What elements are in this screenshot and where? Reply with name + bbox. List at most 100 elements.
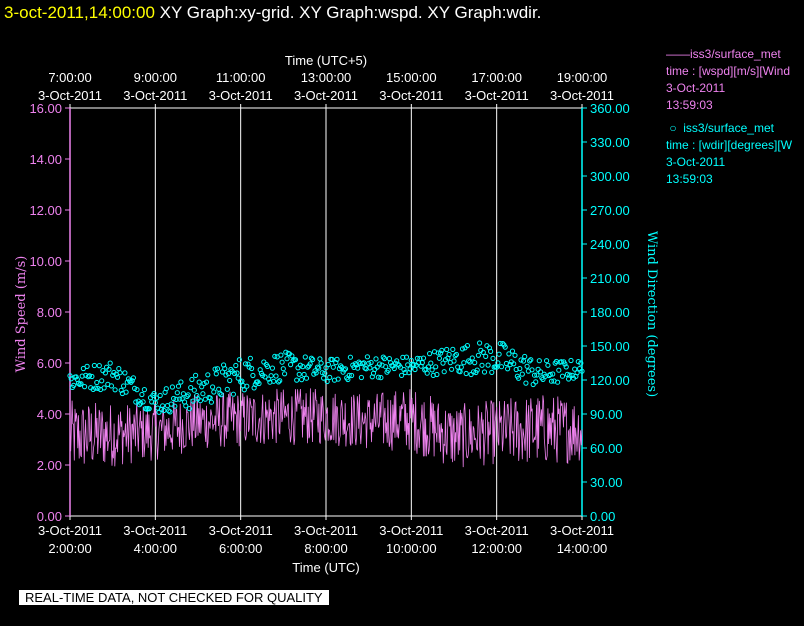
wind-direction-point [191, 387, 197, 393]
wind-direction-point [189, 376, 195, 383]
wind-direction-point [279, 359, 285, 365]
wind-direction-point [466, 358, 472, 364]
wind-direction-point [303, 375, 310, 381]
wind-direction-point [325, 361, 331, 368]
top-axis-title: Time (UTC+5) [285, 53, 367, 68]
wind-direction-point [519, 371, 525, 377]
wind-direction-point [284, 356, 290, 362]
wind-direction-point [477, 340, 483, 346]
wind-direction-point [84, 363, 90, 369]
wind-direction-point [175, 383, 182, 389]
top-tick-date-label: 3-Oct-2011 [123, 88, 187, 103]
wind-direction-point [527, 358, 533, 364]
wind-direction-point [366, 360, 372, 366]
wind-direction-point [101, 385, 107, 391]
wind-direction-point [373, 356, 379, 362]
wind-direction-point [249, 365, 255, 372]
top-tick-time-label: 9:00:00 [134, 70, 177, 85]
wind-direction-point [428, 360, 434, 366]
wind-direction-point [121, 383, 127, 389]
top-tick-date-label: 3-Oct-2011 [465, 88, 529, 103]
wind-direction-point [80, 365, 87, 372]
wind-direction-point [129, 378, 135, 384]
wind-direction-point [427, 351, 433, 357]
wind-direction-point [441, 369, 447, 375]
wind-direction-point [399, 372, 405, 378]
wind-direction-point [236, 357, 242, 363]
wind-direction-point [488, 348, 494, 354]
wind-direction-point [568, 357, 574, 364]
wind-direction-point [99, 378, 105, 384]
wind-direction-point [463, 370, 469, 377]
wind-direction-point [160, 403, 166, 409]
wind-direction-point [577, 366, 583, 372]
wind-direction-point [186, 406, 193, 412]
bottom-tick-date-label: 3-Oct-2011 [465, 523, 529, 538]
wind-direction-point [174, 390, 180, 396]
wind-direction-point [78, 381, 84, 387]
wind-direction-point [535, 366, 541, 372]
wind-direction-point [139, 391, 145, 398]
left-tick-label: 8.00 [37, 305, 62, 320]
right-tick-label: 300.00 [590, 169, 630, 184]
wind-direction-point [179, 396, 185, 402]
wind-direction-point [280, 366, 286, 372]
wind-direction-point [435, 350, 441, 356]
left-tick-label: 10.00 [29, 254, 62, 269]
wind-direction-point [562, 361, 568, 367]
wind-direction-point [190, 398, 196, 404]
bottom-tick-time-label: 14:00:00 [557, 541, 608, 556]
wind-direction-point [381, 356, 388, 362]
top-tick-date-label: 3-Oct-2011 [38, 88, 102, 103]
bottom-tick-time-label: 10:00:00 [386, 541, 437, 556]
wind-direction-point [563, 364, 569, 370]
wind-direction-point [234, 370, 240, 376]
wind-direction-point [86, 373, 93, 379]
wind-direction-point [540, 376, 546, 382]
wind-direction-point [108, 383, 115, 389]
wind-direction-point [106, 366, 112, 372]
wind-direction-point [321, 375, 327, 381]
wind-direction-point [318, 360, 324, 366]
header-graph-titles: XY Graph:xy-grid. XY Graph:wspd. XY Grap… [159, 3, 542, 22]
legend-wind-speed: ——iss3/surface_met time : [wspd][m/s][Wi… [666, 46, 804, 114]
wind-direction-point [130, 375, 136, 381]
legend-wind-direction: ○ iss3/surface_met time : [wdir][degrees… [666, 120, 804, 188]
wind-direction-point [213, 371, 219, 377]
wind-direction-point [219, 369, 225, 375]
wind-direction-point [225, 371, 232, 377]
wind-direction-point [146, 406, 152, 412]
wind-direction-point [449, 366, 455, 372]
bottom-axis-title: Time (UTC) [292, 560, 359, 575]
wind-direction-point [419, 360, 425, 366]
wind-direction-point [294, 377, 300, 383]
wind-direction-point [166, 408, 172, 414]
wind-direction-point [355, 365, 361, 371]
left-tick-label: 12.00 [29, 203, 62, 218]
header: 3-oct-2011,14:00:00 XY Graph:xy-grid. XY… [4, 0, 541, 26]
wind-direction-point [481, 369, 488, 375]
wind-direction-point [116, 366, 122, 372]
wind-direction-point [574, 370, 580, 376]
wind-direction-point [533, 379, 539, 385]
wind-direction-point [516, 375, 522, 381]
legend-circle-marker: ○ [666, 121, 684, 135]
wind-direction-point [89, 373, 95, 380]
wind-direction-point [296, 371, 302, 377]
top-tick-date-label: 3-Oct-2011 [294, 88, 358, 103]
wind-speed-series-line [69, 388, 583, 468]
wind-direction-point [468, 371, 474, 378]
wind-direction-point [330, 364, 336, 370]
wind-direction-point [273, 373, 279, 379]
wind-direction-point [464, 343, 470, 349]
bottom-tick-date-label: 3-Oct-2011 [294, 523, 358, 538]
wind-direction-point [216, 386, 222, 392]
top-tick-time-label: 13:00:00 [301, 70, 352, 85]
wind-direction-point [558, 359, 564, 365]
bottom-tick-date-label: 3-Oct-2011 [123, 523, 187, 538]
wind-direction-point [96, 363, 102, 369]
wind-direction-point [346, 372, 352, 378]
wind-direction-point [157, 392, 163, 399]
wind-direction-point [317, 356, 323, 362]
disclaimer-banner: REAL-TIME DATA, NOT CHECKED FOR QUALITY [19, 590, 329, 605]
